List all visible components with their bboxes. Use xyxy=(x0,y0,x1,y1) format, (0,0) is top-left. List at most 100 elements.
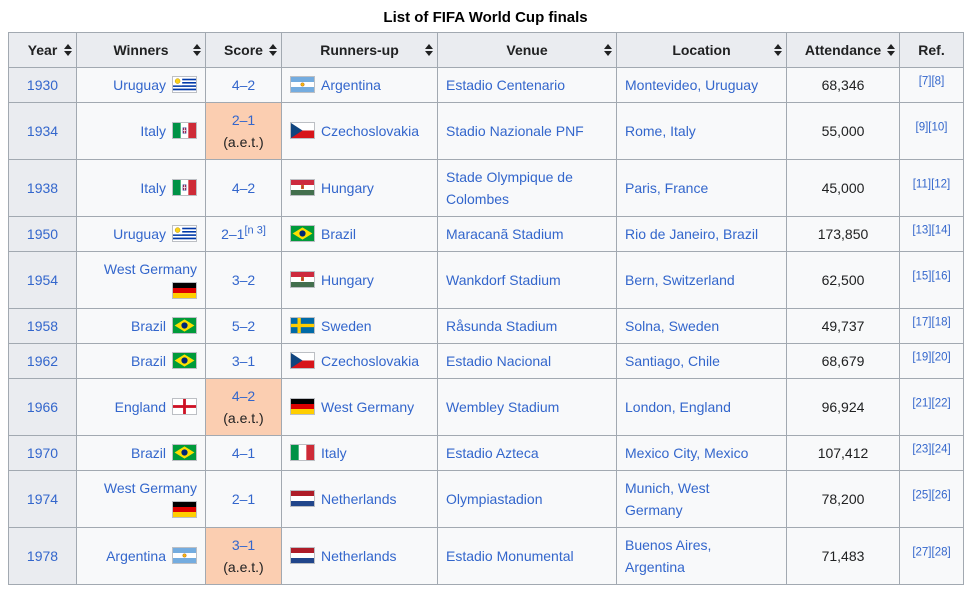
runner-up-link[interactable]: Italy xyxy=(321,445,347,461)
score-link[interactable]: 5–2 xyxy=(231,318,256,334)
score-link[interactable]: 2–1 xyxy=(231,112,256,128)
score-link[interactable]: 2–1 xyxy=(221,226,245,242)
year-link[interactable]: 1974 xyxy=(26,491,59,507)
year-link[interactable]: 1950 xyxy=(26,226,59,242)
venue-link[interactable]: Stadio Nazionale PNF xyxy=(446,123,584,139)
location-cell: Montevideo, Uruguay xyxy=(616,67,787,103)
column-header-location[interactable]: Location xyxy=(616,32,787,68)
year-link[interactable]: 1954 xyxy=(26,272,59,288)
venue-link[interactable]: Råsunda Stadium xyxy=(446,318,558,334)
score-link[interactable]: 3–1 xyxy=(231,353,256,369)
runner-up-link[interactable]: Hungary xyxy=(321,272,374,288)
ref-links[interactable]: [19][20] xyxy=(912,351,951,364)
runner-up-link[interactable]: Sweden xyxy=(321,318,372,334)
winner-link[interactable]: Brazil xyxy=(130,318,166,334)
sort-arrows-icon[interactable] xyxy=(887,44,895,56)
year-link[interactable]: 1934 xyxy=(26,123,59,139)
ref-links[interactable]: [17][18] xyxy=(912,316,951,329)
winner-link[interactable]: West Germany xyxy=(103,480,197,496)
ref-links[interactable]: [13][14] xyxy=(912,224,951,237)
ref-links[interactable]: [27][28] xyxy=(912,546,951,559)
year-link[interactable]: 1962 xyxy=(26,353,59,369)
sort-arrows-icon[interactable] xyxy=(774,44,782,56)
page-title: List of FIFA World Cup finals xyxy=(383,9,588,26)
year-link[interactable]: 1938 xyxy=(26,180,59,196)
year-link[interactable]: 1978 xyxy=(26,548,59,564)
venue-link[interactable]: Wembley Stadium xyxy=(446,399,560,415)
ref-links[interactable]: [9][10] xyxy=(915,121,948,134)
sort-arrows-icon[interactable] xyxy=(604,44,612,56)
venue-link[interactable]: Estadio Nacional xyxy=(446,353,552,369)
runner-up-link[interactable]: Netherlands xyxy=(321,491,397,507)
runner-up-link[interactable]: Hungary xyxy=(321,180,374,196)
ref-links[interactable]: [25][26] xyxy=(912,489,951,502)
location-link[interactable]: Buenos Aires, Argentina xyxy=(625,537,712,575)
venue-link[interactable]: Stade Olympique de Colombes xyxy=(446,169,573,207)
score-link[interactable]: 3–1 xyxy=(231,537,256,553)
location-link[interactable]: Solna, Sweden xyxy=(625,318,720,334)
location-link[interactable]: Rome, Italy xyxy=(625,123,696,139)
ref-links[interactable]: [7][8] xyxy=(918,75,945,88)
winner-link[interactable]: Uruguay xyxy=(113,226,166,242)
location-link[interactable]: Munich, West Germany xyxy=(625,480,710,518)
winner-link[interactable]: Argentina xyxy=(106,548,166,564)
location-link[interactable]: Rio de Janeiro, Brazil xyxy=(625,226,759,242)
ref-links[interactable]: [21][22] xyxy=(912,397,951,410)
sort-arrows-icon[interactable] xyxy=(193,44,201,56)
winner-cell: Italy xyxy=(76,102,206,160)
score-link[interactable]: 4–2 xyxy=(231,77,256,93)
sort-arrows-icon[interactable] xyxy=(269,44,277,56)
location-link[interactable]: Bern, Switzerland xyxy=(625,272,735,288)
winner-link[interactable]: Brazil xyxy=(130,353,166,369)
column-header-runners-up[interactable]: Runners-up xyxy=(281,32,438,68)
venue-link[interactable]: Wankdorf Stadium xyxy=(446,272,561,288)
column-header-venue[interactable]: Venue xyxy=(437,32,617,68)
location-link[interactable]: Montevideo, Uruguay xyxy=(625,77,759,93)
runner-up-link[interactable]: Czechoslovakia xyxy=(321,353,420,369)
winner-link[interactable]: West Germany xyxy=(103,261,197,277)
score-footnote-link[interactable]: [n 3] xyxy=(244,224,266,237)
venue-link[interactable]: Estadio Centenario xyxy=(446,77,566,93)
runner-up-link[interactable]: Brazil xyxy=(321,226,357,242)
column-header-year[interactable]: Year xyxy=(8,32,77,68)
year-link[interactable]: 1966 xyxy=(26,399,59,415)
location-link[interactable]: London, England xyxy=(625,399,731,415)
runner-up-link[interactable]: West Germany xyxy=(321,399,415,415)
year-link[interactable]: 1958 xyxy=(26,318,59,334)
column-header-score[interactable]: Score xyxy=(205,32,282,68)
venue-link[interactable]: Maracanã Stadium xyxy=(446,226,564,242)
location-link[interactable]: Mexico City, Mexico xyxy=(625,445,749,461)
ref-links[interactable]: [11][12] xyxy=(912,178,951,191)
attendance-value: 173,850 xyxy=(817,226,869,242)
runner-up-link[interactable]: Argentina xyxy=(321,77,381,93)
score-cell: 4–2 (a.e.t.) xyxy=(205,378,282,436)
year-link[interactable]: 1930 xyxy=(26,77,59,93)
aet-label: (a.e.t.) xyxy=(223,410,264,426)
score-link[interactable]: 4–2 xyxy=(231,388,256,404)
winner-link[interactable]: Italy xyxy=(140,123,166,139)
winner-link[interactable]: Uruguay xyxy=(113,77,166,93)
score-link[interactable]: 4–2 xyxy=(231,180,256,196)
runner-up-link[interactable]: Czechoslovakia xyxy=(321,123,420,139)
venue-link[interactable]: Olympiastadion xyxy=(446,491,543,507)
winner-link[interactable]: Italy xyxy=(140,180,166,196)
score-link[interactable]: 4–1 xyxy=(231,445,256,461)
sort-arrows-icon[interactable] xyxy=(64,44,72,56)
ref-links[interactable]: [23][24] xyxy=(912,443,951,456)
winner-link[interactable]: Brazil xyxy=(130,445,166,461)
column-header-winners[interactable]: Winners xyxy=(76,32,206,68)
score-link[interactable]: 3–2 xyxy=(231,272,256,288)
location-link[interactable]: Santiago, Chile xyxy=(625,353,720,369)
venue-link[interactable]: Estadio Azteca xyxy=(446,445,539,461)
table-row: 1934 Italy 2–1 (a.e.t.) Czechoslovakia St… xyxy=(8,102,964,160)
ref-cell: [21][22] xyxy=(899,378,964,436)
sort-arrows-icon[interactable] xyxy=(425,44,433,56)
score-link[interactable]: 2–1 xyxy=(231,491,256,507)
venue-link[interactable]: Estadio Monumental xyxy=(446,548,574,564)
year-link[interactable]: 1970 xyxy=(26,445,59,461)
runner-up-link[interactable]: Netherlands xyxy=(321,548,397,564)
winner-link[interactable]: England xyxy=(114,399,166,415)
location-link[interactable]: Paris, France xyxy=(625,180,709,196)
column-header-attendance[interactable]: Attendance xyxy=(786,32,900,68)
ref-links[interactable]: [15][16] xyxy=(912,270,951,283)
